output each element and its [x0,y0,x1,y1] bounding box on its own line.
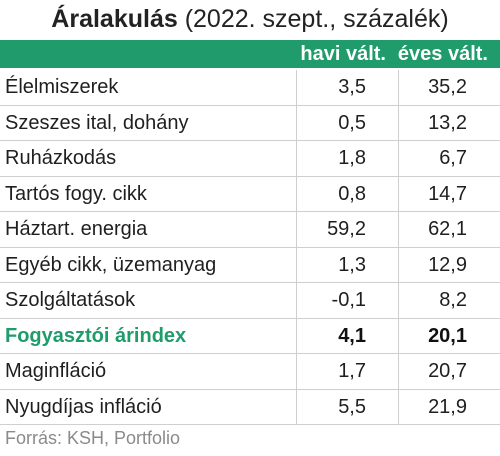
row-label: Szeszes ital, dohány [5,111,189,134]
table-row: Tartós fogy. cikk 0,8 14,7 [0,176,500,212]
row-monthly: 1,8 [338,147,366,169]
row-monthly: 0,8 [338,182,366,205]
table-row: Szeszes ital, dohány 0,5 13,2 [0,105,500,141]
row-yearly: 21,9 [428,395,467,418]
row-monthly: 3,5 [338,76,366,98]
table-row: Élelmiszerek 3,5 35,2 [0,70,500,106]
row-label: Háztart. energia [5,218,148,240]
row-yearly: 12,9 [428,253,467,276]
row-monthly: -0,1 [331,289,366,311]
row-monthly: 59,2 [327,218,366,240]
row-yearly: 13,2 [428,111,467,134]
row-yearly: 8,2 [439,289,467,311]
row-label: Szolgáltatások [5,289,136,311]
row-yearly: 6,7 [439,147,467,169]
row-label: Fogyasztói árindex [5,324,187,347]
row-monthly: 5,5 [338,395,366,418]
table-row: Nyugdíjas infláció 5,5 21,9 [0,389,500,425]
table-row-highlight: Fogyasztói árindex 4,1 20,1 [0,318,500,354]
row-label: Maginfláció [5,360,107,382]
row-monthly: 1,3 [338,253,366,276]
table-row: Egyéb cikk, üzemanyag 1,3 12,9 [0,247,500,283]
source-note: Forrás: KSH, Portfolio [5,428,181,448]
row-label: Tartós fogy. cikk [5,182,147,205]
title-main: Áralakulás [51,5,178,33]
row-yearly: 20,1 [428,324,467,347]
row-monthly: 4,1 [338,324,366,347]
table-body: Élelmiszerek 3,5 35,2 Szeszes ital, dohá… [0,70,500,425]
row-yearly: 14,7 [428,182,467,205]
row-monthly: 0,5 [338,111,366,134]
table-row: Szolgáltatások -0,1 8,2 [0,283,500,319]
row-label: Egyéb cikk, üzemanyag [5,253,217,276]
table-row: Ruházkodás 1,8 6,7 [0,141,500,177]
title-sub: (2022. szept., százalék) [177,5,449,33]
table-title: Áralakulás (2022. szept., százalék) [0,0,500,38]
row-yearly: 20,7 [428,360,467,382]
header-yearly: éves vált. [397,43,488,65]
table-row: Maginfláció 1,7 20,7 [0,354,500,390]
header-monthly: havi vált. [300,43,386,65]
row-yearly: 35,2 [428,76,467,98]
row-label: Ruházkodás [5,147,117,169]
row-label: Élelmiszerek [5,76,119,98]
row-monthly: 1,7 [338,360,366,382]
table-header: havi vált. éves vált. [0,40,500,68]
row-label: Nyugdíjas infláció [5,395,162,418]
table-row: Háztart. energia 59,2 62,1 [0,212,500,248]
row-yearly: 62,1 [428,218,467,240]
